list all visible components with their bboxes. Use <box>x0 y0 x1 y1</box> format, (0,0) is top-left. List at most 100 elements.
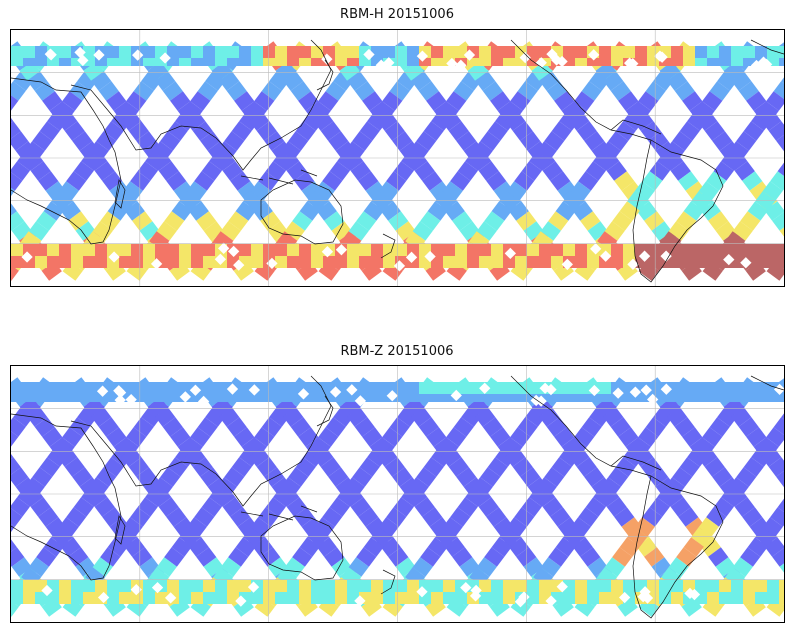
swath-segment <box>228 211 249 231</box>
coastline <box>380 569 396 595</box>
swath-segment <box>188 201 209 221</box>
coverage-cell <box>539 394 551 402</box>
swath-segment <box>580 547 601 567</box>
coverage-cell <box>587 580 599 592</box>
coastline <box>610 119 662 135</box>
coverage-cell <box>575 580 587 592</box>
swath-segment <box>350 497 371 517</box>
swath-segment <box>231 457 252 477</box>
swath-segment <box>734 497 755 517</box>
coverage-cell <box>335 580 347 592</box>
coverage-cell <box>407 46 419 58</box>
swath-segment <box>634 517 655 537</box>
coverage-cell <box>755 592 767 604</box>
coverage-cell <box>479 580 491 592</box>
coverage-cell <box>119 256 131 268</box>
swath-segment <box>231 121 252 141</box>
swath-segment <box>698 181 719 201</box>
coverage-cell <box>23 382 35 394</box>
coverage-cell <box>503 58 515 66</box>
swath-segment <box>546 417 567 437</box>
swath-segment <box>512 457 533 477</box>
map-canvas-bottom <box>11 366 784 622</box>
swath-segment <box>723 61 744 81</box>
swath-segment <box>475 407 496 427</box>
swath-segment <box>700 537 721 557</box>
swath-segment <box>697 111 718 131</box>
coverage-cell <box>287 58 299 66</box>
coverage-cell <box>383 592 395 604</box>
swath-segment <box>352 131 373 151</box>
swath-segment <box>555 537 576 557</box>
swath-segment <box>164 547 185 567</box>
swath-segment <box>325 417 346 437</box>
coverage-cell <box>35 592 47 604</box>
swath-segment <box>11 557 32 577</box>
coverage-cell <box>503 592 515 604</box>
swath-segment <box>578 507 599 527</box>
swath-segment <box>555 201 576 221</box>
coverage-cell <box>203 382 215 394</box>
swath-segment <box>190 427 211 447</box>
swath-segment <box>546 81 567 101</box>
coverage-cell <box>407 58 419 66</box>
swath-segment <box>88 141 109 161</box>
swath-segment <box>324 211 345 231</box>
swath-segment <box>66 171 87 191</box>
swath-segment <box>766 427 784 447</box>
coverage-cell <box>23 580 35 592</box>
swath-segment <box>32 467 53 487</box>
swath-segment <box>738 417 759 437</box>
swath-segment <box>256 457 277 477</box>
swath-segment <box>30 161 51 181</box>
swath-segment <box>64 457 85 477</box>
swath-segment <box>640 121 661 141</box>
coverage-cell <box>503 256 515 268</box>
coverage-cell <box>143 46 155 58</box>
swath-segment <box>689 437 710 457</box>
coverage-cell <box>179 46 191 58</box>
swath-segment <box>604 557 625 577</box>
coverage-cell <box>443 46 455 58</box>
coverage-cell <box>155 394 167 402</box>
coverage-cell <box>347 256 359 268</box>
swath-segment <box>211 61 232 81</box>
swath-segment <box>362 91 383 111</box>
swath-segment <box>433 437 454 457</box>
coverage-gap <box>41 584 53 597</box>
coverage-cell <box>143 382 155 394</box>
coverage-cell <box>611 244 623 256</box>
swath-segment <box>517 417 538 437</box>
swath-segment <box>742 171 763 191</box>
swath-segment <box>209 151 230 171</box>
coverage-cell <box>671 46 683 58</box>
coverage-cell <box>287 244 299 256</box>
swath-segment <box>670 497 691 517</box>
swath-segment <box>24 141 45 161</box>
coverage-cell <box>251 256 263 268</box>
swath-segment <box>523 221 544 241</box>
swath-segment <box>668 221 689 241</box>
swath-segment <box>32 131 53 151</box>
coverage-cell <box>239 394 251 402</box>
swath-segment <box>408 141 429 161</box>
swath-segment <box>659 397 680 417</box>
swath-segment <box>11 457 21 475</box>
coverage-cell <box>719 382 731 394</box>
swath-segment <box>252 537 273 557</box>
swath-segment <box>220 557 241 577</box>
swath-segment <box>363 201 384 221</box>
coverage-cell <box>527 592 539 604</box>
swath-segment <box>369 437 390 457</box>
coverage-cell <box>695 394 707 402</box>
swath-segment <box>544 131 565 151</box>
swath-segment <box>776 134 784 151</box>
swath-segment <box>570 181 591 201</box>
coverage-cell <box>215 580 227 592</box>
swath-segment <box>194 507 215 527</box>
coverage-cell <box>395 244 407 256</box>
swath-segment <box>220 221 241 241</box>
coverage-cell <box>503 580 515 592</box>
coverage-gap <box>590 243 602 255</box>
coverage-cell <box>383 580 395 592</box>
